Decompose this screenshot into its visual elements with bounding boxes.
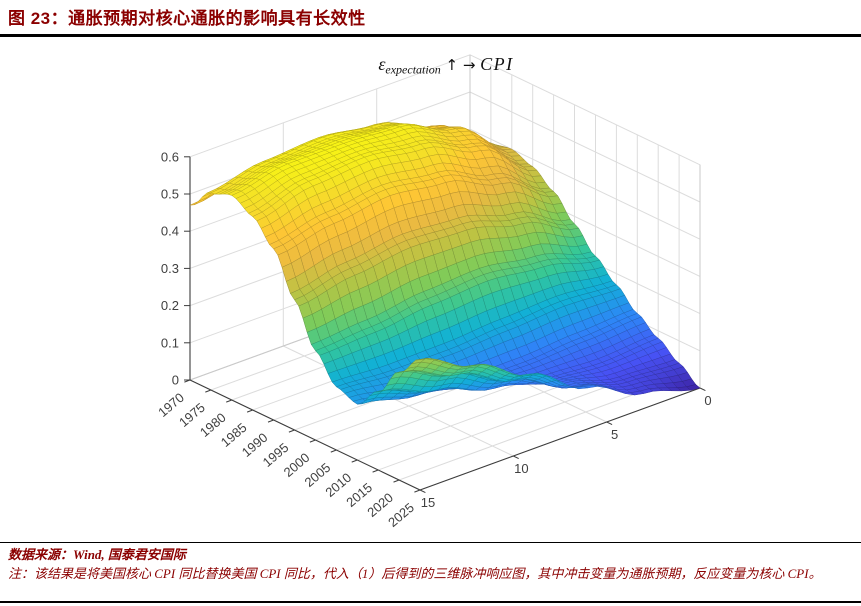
tick-label: 0 [704, 393, 711, 408]
footer-rule-bottom [0, 601, 861, 603]
footer-rule-top [0, 542, 861, 544]
tick-mark [372, 469, 379, 473]
wall-grid-line [189, 54, 471, 158]
tick-mark [330, 449, 337, 453]
tick-label: 0 [172, 373, 179, 388]
figure-header: 图 23：通胀预期对核心通胀的影响具有长效性 [0, 0, 861, 34]
tick-mark [606, 421, 613, 426]
tick-mark [226, 399, 232, 403]
plot-title-subscript: expectation [385, 63, 440, 77]
tick-mark [351, 459, 358, 463]
tick-mark [288, 429, 295, 433]
wall-grid-line [469, 91, 701, 203]
wall-grid-line [469, 54, 701, 166]
surface-mesh [189, 122, 701, 405]
tick-label: 5 [611, 427, 618, 442]
tick-mark [246, 409, 253, 413]
tick-mark [513, 455, 519, 460]
figure-note: 注：该结果是将美国核心 CPI 同比替换美国 CPI 同比，代入（1）后得到的三… [8, 566, 822, 582]
plot-title-cpi: CPI [480, 54, 514, 74]
tick-label: 15 [421, 495, 435, 510]
chart-container: 0 0.1 0.2 0.3 0.4 0.5 0.6 1970 1975 1980 1985 1990 1… [0, 37, 861, 543]
wall-grid-line [469, 128, 701, 240]
tick-mark [205, 389, 212, 393]
tick-label: 0.6 [161, 150, 179, 165]
plot-title: εexpectation ↑ → CPI [378, 54, 513, 77]
x-axis-line [189, 379, 421, 491]
y-axis-line [419, 387, 701, 491]
data-source-line: 数据来源：Wind, 国泰君安国际 [8, 547, 186, 563]
tick-label: 0.1 [161, 336, 179, 351]
tick-mark [699, 387, 706, 392]
surface-plot: 00.10.20.30.40.50.6197019751980198519901… [155, 54, 711, 530]
plot-title-epsilon: ε [378, 54, 386, 74]
floor-grid-line [283, 345, 514, 457]
tick-label: 0.3 [161, 261, 179, 276]
plot-title-arrows: ↑ → [441, 56, 480, 74]
tick-mark [414, 489, 421, 493]
surface-cell [415, 358, 430, 361]
tick-label: 0.5 [161, 187, 179, 202]
tick-label: 0.2 [161, 298, 179, 313]
tick-mark [267, 419, 274, 423]
tick-mark [184, 379, 191, 383]
tick-label: 10 [514, 461, 528, 476]
tick-mark [309, 439, 316, 443]
header-rule [0, 34, 861, 38]
figure-title: 图 23：通胀预期对核心通胀的影响具有长效性 [8, 9, 366, 28]
tick-mark [393, 479, 400, 483]
tick-label: 0.4 [161, 224, 179, 239]
floor-grid-line [398, 377, 680, 481]
tick-mark [419, 489, 426, 494]
